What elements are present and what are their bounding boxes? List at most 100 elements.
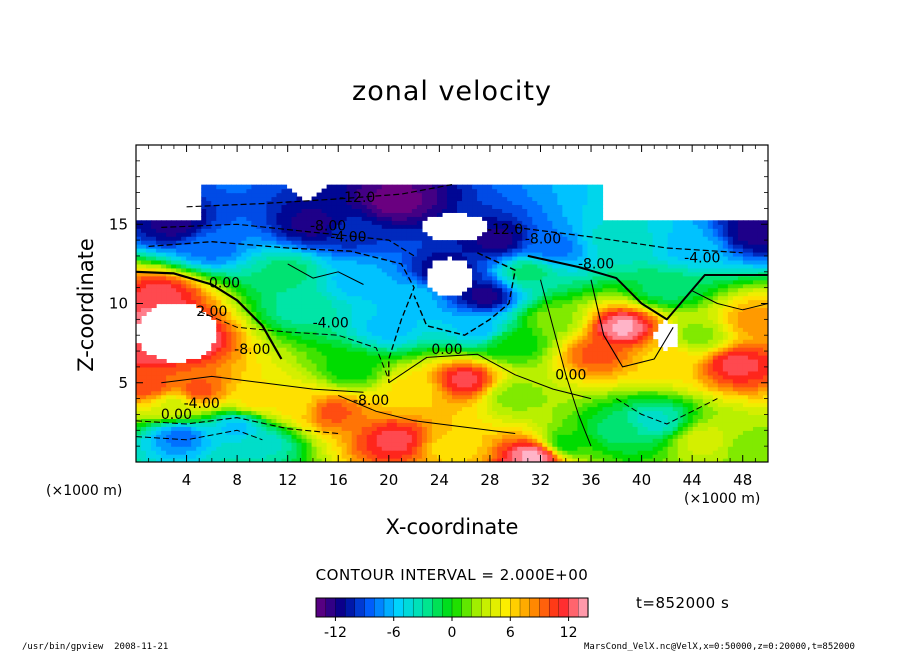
heat-cell [136, 374, 142, 380]
heat-cell [542, 358, 548, 364]
heat-cell [361, 295, 368, 301]
heat-cell [216, 370, 222, 376]
heat-cell [467, 446, 473, 451]
heat-cell [356, 366, 363, 372]
heat-cell [737, 331, 744, 336]
heat-cell [602, 366, 609, 372]
heat-cell [351, 370, 358, 376]
heat-cell [687, 434, 694, 439]
heat-cell [762, 327, 768, 332]
heat-cell [587, 422, 594, 427]
heat-cell [446, 410, 453, 416]
heat-cell [156, 299, 162, 305]
heat-cell [747, 398, 754, 404]
heat-cell [622, 390, 629, 396]
heat-cell [732, 450, 739, 455]
heat-cell [281, 339, 288, 344]
heat-cell [682, 402, 689, 408]
heat-cell [762, 366, 768, 372]
heat-cell [752, 355, 759, 360]
heat-cell [301, 394, 308, 400]
heat-cell [271, 331, 278, 336]
heat-cell [607, 374, 614, 380]
heat-cell [642, 315, 649, 320]
heat-cell [201, 450, 207, 455]
heat-cell [657, 362, 664, 368]
heat-cell [316, 303, 323, 309]
heat-cell [452, 450, 458, 455]
heat-cell [482, 398, 488, 404]
heat-cell [632, 450, 639, 455]
heat-cell [306, 303, 313, 309]
heat-cell [517, 386, 523, 392]
heat-cell [431, 446, 438, 451]
heat-cell [386, 370, 393, 376]
heat-cell [547, 438, 553, 443]
heat-cell [457, 390, 463, 396]
heat-cell [592, 374, 599, 380]
heat-cell [657, 366, 664, 372]
heat-cell [291, 355, 298, 360]
heat-cell [211, 426, 217, 431]
heat-cell [752, 446, 759, 451]
heat-cell [321, 422, 328, 427]
heat-cell [502, 303, 508, 309]
heat-cell [512, 414, 518, 420]
heat-cell [537, 299, 543, 305]
heat-cell [652, 434, 659, 439]
heat-cell [472, 366, 478, 372]
heat-cell [582, 331, 589, 336]
heat-cell [251, 394, 257, 400]
heat-cell [221, 402, 227, 408]
heat-cell [487, 422, 493, 427]
heat-cell [682, 418, 689, 423]
heat-cell [236, 331, 242, 336]
heat-cell [176, 422, 182, 427]
heat-cell [416, 366, 423, 372]
heat-cell [431, 418, 438, 423]
heat-cell [386, 454, 393, 459]
heat-cell [472, 347, 478, 352]
heat-cell [146, 370, 152, 376]
heat-cell [436, 311, 443, 316]
heat-cell [186, 410, 192, 416]
heat-cell [527, 418, 533, 423]
heat-cell [241, 307, 247, 313]
heat-cell [647, 390, 654, 396]
heat-cell [717, 382, 724, 388]
heat-cell [602, 450, 609, 455]
heat-cell [161, 402, 167, 408]
heat-cell [482, 311, 488, 316]
heat-cell [697, 442, 704, 447]
heat-cell [291, 335, 298, 340]
heat-cell [537, 430, 543, 435]
heat-cell [512, 422, 518, 427]
heat-cell [572, 331, 578, 336]
heat-cell [381, 454, 388, 459]
heat-cell [326, 335, 333, 340]
heat-cell [336, 402, 343, 408]
heat-cell [697, 426, 704, 431]
heat-cell [577, 446, 584, 451]
heat-cell [712, 335, 719, 340]
heat-cell [301, 370, 308, 376]
heat-cell [677, 307, 684, 313]
heat-cell [201, 358, 207, 364]
heat-cell [346, 295, 353, 301]
heat-cell [436, 355, 443, 360]
heat-cell [572, 343, 578, 348]
heat-cell [602, 458, 609, 462]
heat-cell [236, 355, 242, 360]
heat-cell [457, 339, 463, 344]
heat-cell [622, 458, 629, 462]
heat-cell [632, 386, 639, 392]
heat-cell [582, 402, 589, 408]
heat-cell [507, 382, 513, 388]
heat-cell [446, 426, 453, 431]
heat-cell [386, 311, 393, 316]
heat-cell [216, 323, 222, 328]
heat-cell [677, 347, 684, 352]
heat-cell [156, 366, 162, 372]
heat-cell [652, 327, 659, 332]
heat-cell [236, 402, 242, 408]
